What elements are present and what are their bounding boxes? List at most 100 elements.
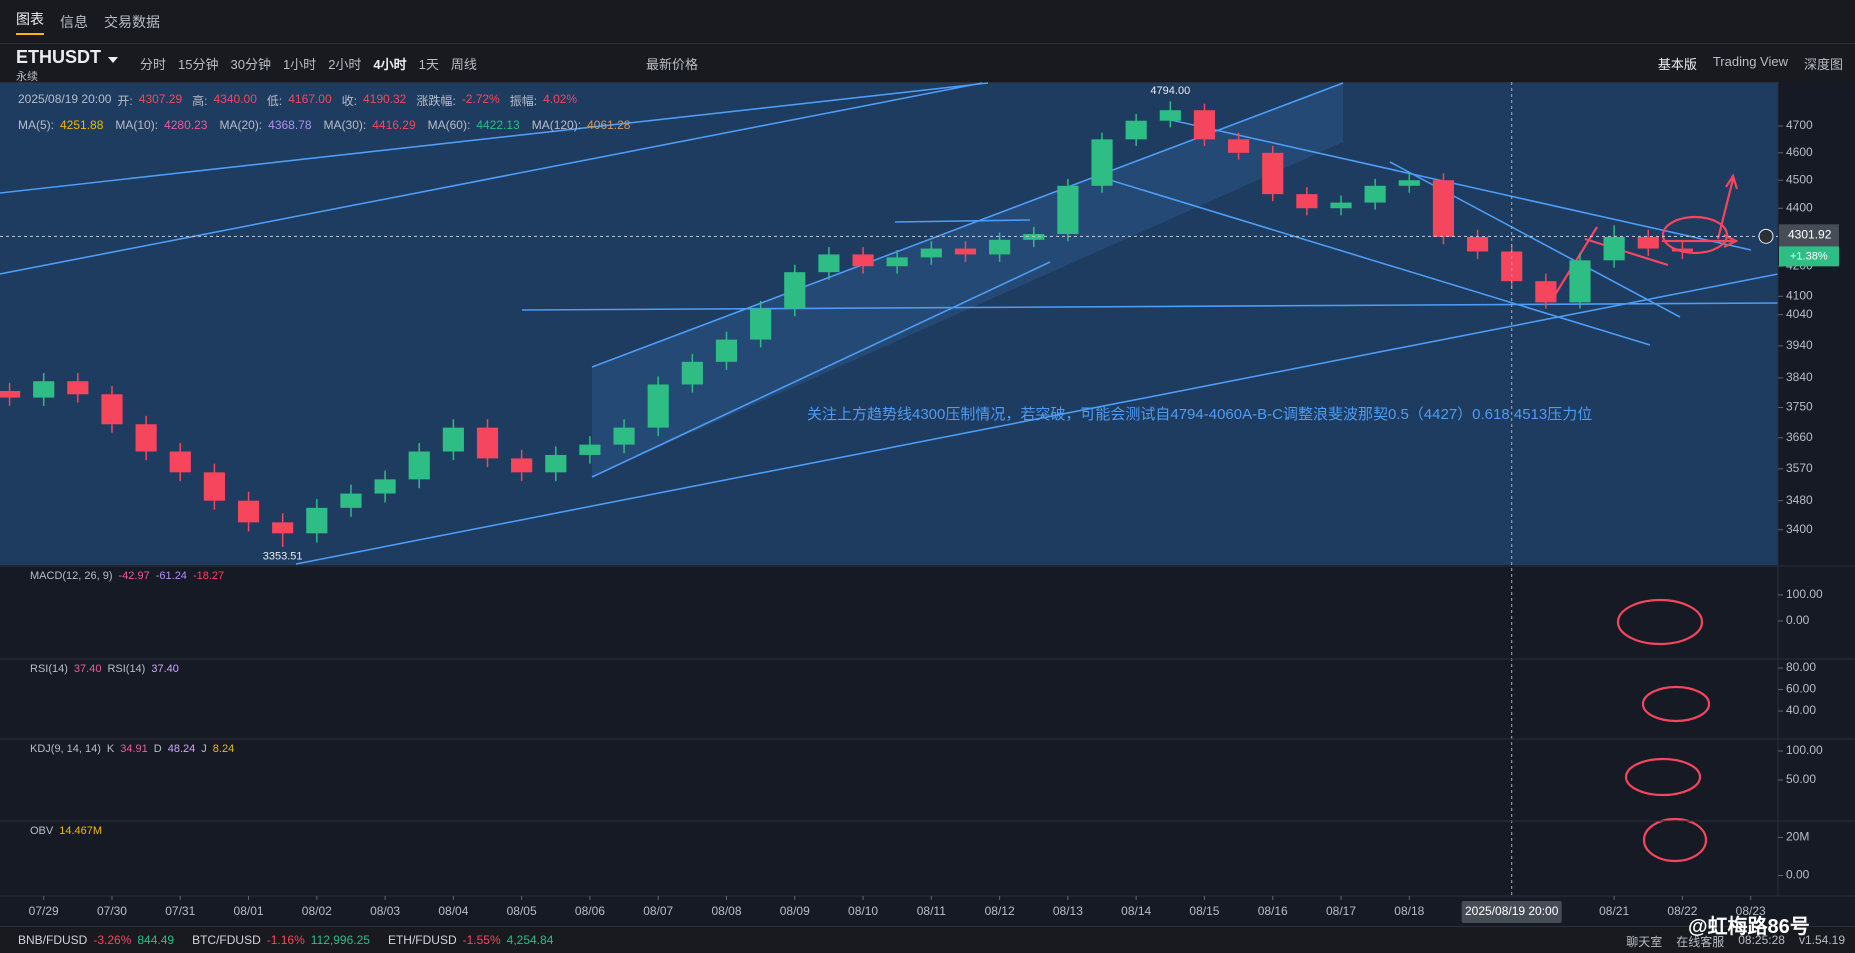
interval[interactable]: 分时 (140, 57, 167, 72)
view[interactable]: 基本版 (1657, 57, 1697, 72)
interval[interactable]: 周线 (450, 57, 477, 72)
chat[interactable]: 聊天室 (1626, 935, 1663, 949)
legend-part: -61.24 (156, 570, 187, 582)
candle-body (1501, 251, 1523, 282)
ma-label: MA(10): (115, 118, 159, 132)
interval[interactable]: 4小时 (373, 57, 407, 72)
legend-part: 37.40 (151, 663, 179, 675)
ticker-price: 844.49 (137, 933, 175, 947)
candle-body (33, 381, 55, 398)
candle-body (1603, 236, 1625, 261)
candle-body (750, 308, 772, 340)
x-tick-label: 08/21 (1599, 904, 1629, 918)
clock: 08:25:28 (1738, 933, 1785, 947)
x-tick-label: 08/18 (1394, 904, 1424, 918)
ohlc-label: 收: (341, 94, 357, 108)
x-tick-label: 07/31 (165, 904, 195, 918)
toolbar: ETHUSDT 永续 分时 15分钟 30分钟 1小时 2小时 4小时 1天 周线 最新价格 … (0, 44, 1855, 83)
add-button[interactable] (1758, 228, 1774, 244)
legend-part: J (201, 743, 207, 755)
candle-body (408, 451, 430, 480)
crosshair-label: 2025/08/19 20:00 (1465, 904, 1559, 918)
x-tick-label: 08/23 (1736, 904, 1766, 918)
ticker[interactable]: BTC/FDUSD -1.16% 112,996.25 (192, 933, 370, 947)
candle-body (203, 472, 225, 501)
candle-body (272, 522, 294, 534)
candle-body (1023, 234, 1045, 240)
candle-body (135, 424, 157, 452)
tab[interactable]: 交易数据 (104, 13, 160, 30)
ohlc-value: 4340.00 (213, 92, 257, 106)
candle-body (1671, 248, 1693, 252)
y-tick-label: 60.00 (1786, 682, 1816, 696)
candle-body (511, 458, 533, 473)
price-annotation: 3353.51 (263, 551, 303, 563)
candle-body (818, 254, 840, 273)
ohlc-line: 2025/08/19 20:00 开: 4307.29 高: 4340.00 低: 4167… (18, 92, 581, 109)
candle-body (1398, 180, 1420, 186)
x-tick-label: 08/08 (711, 904, 741, 918)
ohlc-time: 2025/08/19 20:00 (18, 92, 112, 106)
interval[interactable]: 1小时 (282, 57, 317, 72)
ticker[interactable]: BNB/FDUSD -3.26% 844.49 (18, 933, 174, 947)
candle-body (67, 381, 89, 395)
symbol[interactable]: ETHUSDT (16, 47, 101, 67)
x-tick-label: 08/16 (1258, 904, 1288, 918)
y-tick-label: 40.00 (1786, 703, 1816, 717)
candle-body (920, 248, 942, 258)
ohlc-label: 开: (117, 94, 133, 108)
y-tick-label: 3570 (1786, 461, 1813, 475)
x-tick-label: 08/14 (1121, 904, 1151, 918)
indicator-legend: MACD(12, 26, 9) -42.97 -61.24 -18.27 (30, 570, 224, 582)
interval[interactable]: 15分钟 (178, 57, 219, 72)
view-switch: 基本版 Trading View 深度图 (1658, 54, 1843, 73)
ticker-pair: BNB/FDUSD (18, 933, 88, 947)
x-tick-label: 07/29 (29, 904, 59, 918)
x-tick-label: 08/06 (575, 904, 605, 918)
candle-body (1637, 236, 1659, 249)
legend-part: 34.91 (120, 743, 148, 755)
candle-body (1535, 281, 1557, 303)
y-tick-label: 50.00 (1786, 772, 1816, 786)
ohlc-value: 4190.32 (362, 92, 407, 106)
ticker-change: -1.55% (462, 933, 501, 947)
indicator-legend: OBV 14.467M (30, 825, 102, 837)
candle-body (1466, 236, 1489, 252)
ma-label: MA(20): (219, 118, 263, 132)
indicator-title: KDJ(9, 14, 14) (30, 743, 101, 755)
ohlc-label: 高: (192, 94, 208, 108)
candle-body (1193, 110, 1216, 140)
dropdown-icon[interactable] (108, 56, 118, 64)
tab[interactable]: 信息 (60, 13, 88, 30)
x-tick-label: 08/17 (1326, 904, 1356, 918)
interval[interactable]: 1天 (418, 57, 439, 72)
last-price: 4301.92 (1788, 228, 1832, 242)
candle-body (340, 493, 362, 508)
tab[interactable]: 图表 (16, 9, 44, 35)
legend-part: -42.97 (119, 570, 150, 582)
ticker-pair: ETH/FDUSD (387, 933, 457, 947)
y-tick-label: 100.00 (1786, 587, 1823, 601)
ma-value: 4251.88 (60, 118, 104, 132)
candle-body (579, 444, 601, 455)
candle-body (647, 384, 669, 428)
ma-label: MA(30): (323, 118, 367, 132)
y-tick-label: 0.00 (1786, 613, 1810, 627)
indicator-legend: KDJ(9, 14, 14) K 34.91 D 48.24 J 8.24 (30, 743, 234, 755)
x-tick-label: 08/15 (1189, 904, 1219, 918)
ticker[interactable]: ETH/FDUSD -1.55% 4,254.84 (388, 933, 553, 947)
support[interactable]: 在线客服 (1676, 935, 1725, 949)
y-tick-label: 4500 (1786, 172, 1813, 186)
status-bar: 聊天室 在线客服 08:25:28 v1.54.19 BNB/FDUSD -3.2… (0, 926, 1855, 953)
candle-body (476, 427, 499, 459)
ma-value: 4416.29 (372, 118, 416, 132)
candle-body (169, 451, 191, 473)
y-tick-label: 4040 (1786, 307, 1813, 321)
view[interactable]: 深度图 (1803, 57, 1843, 72)
interval[interactable]: 2小时 (328, 57, 362, 72)
x-tick-label: 08/13 (1053, 904, 1083, 918)
interval[interactable]: 30分钟 (230, 57, 271, 72)
view[interactable]: Trading View (1712, 54, 1788, 69)
price-type[interactable]: 最新价格 (646, 57, 699, 72)
